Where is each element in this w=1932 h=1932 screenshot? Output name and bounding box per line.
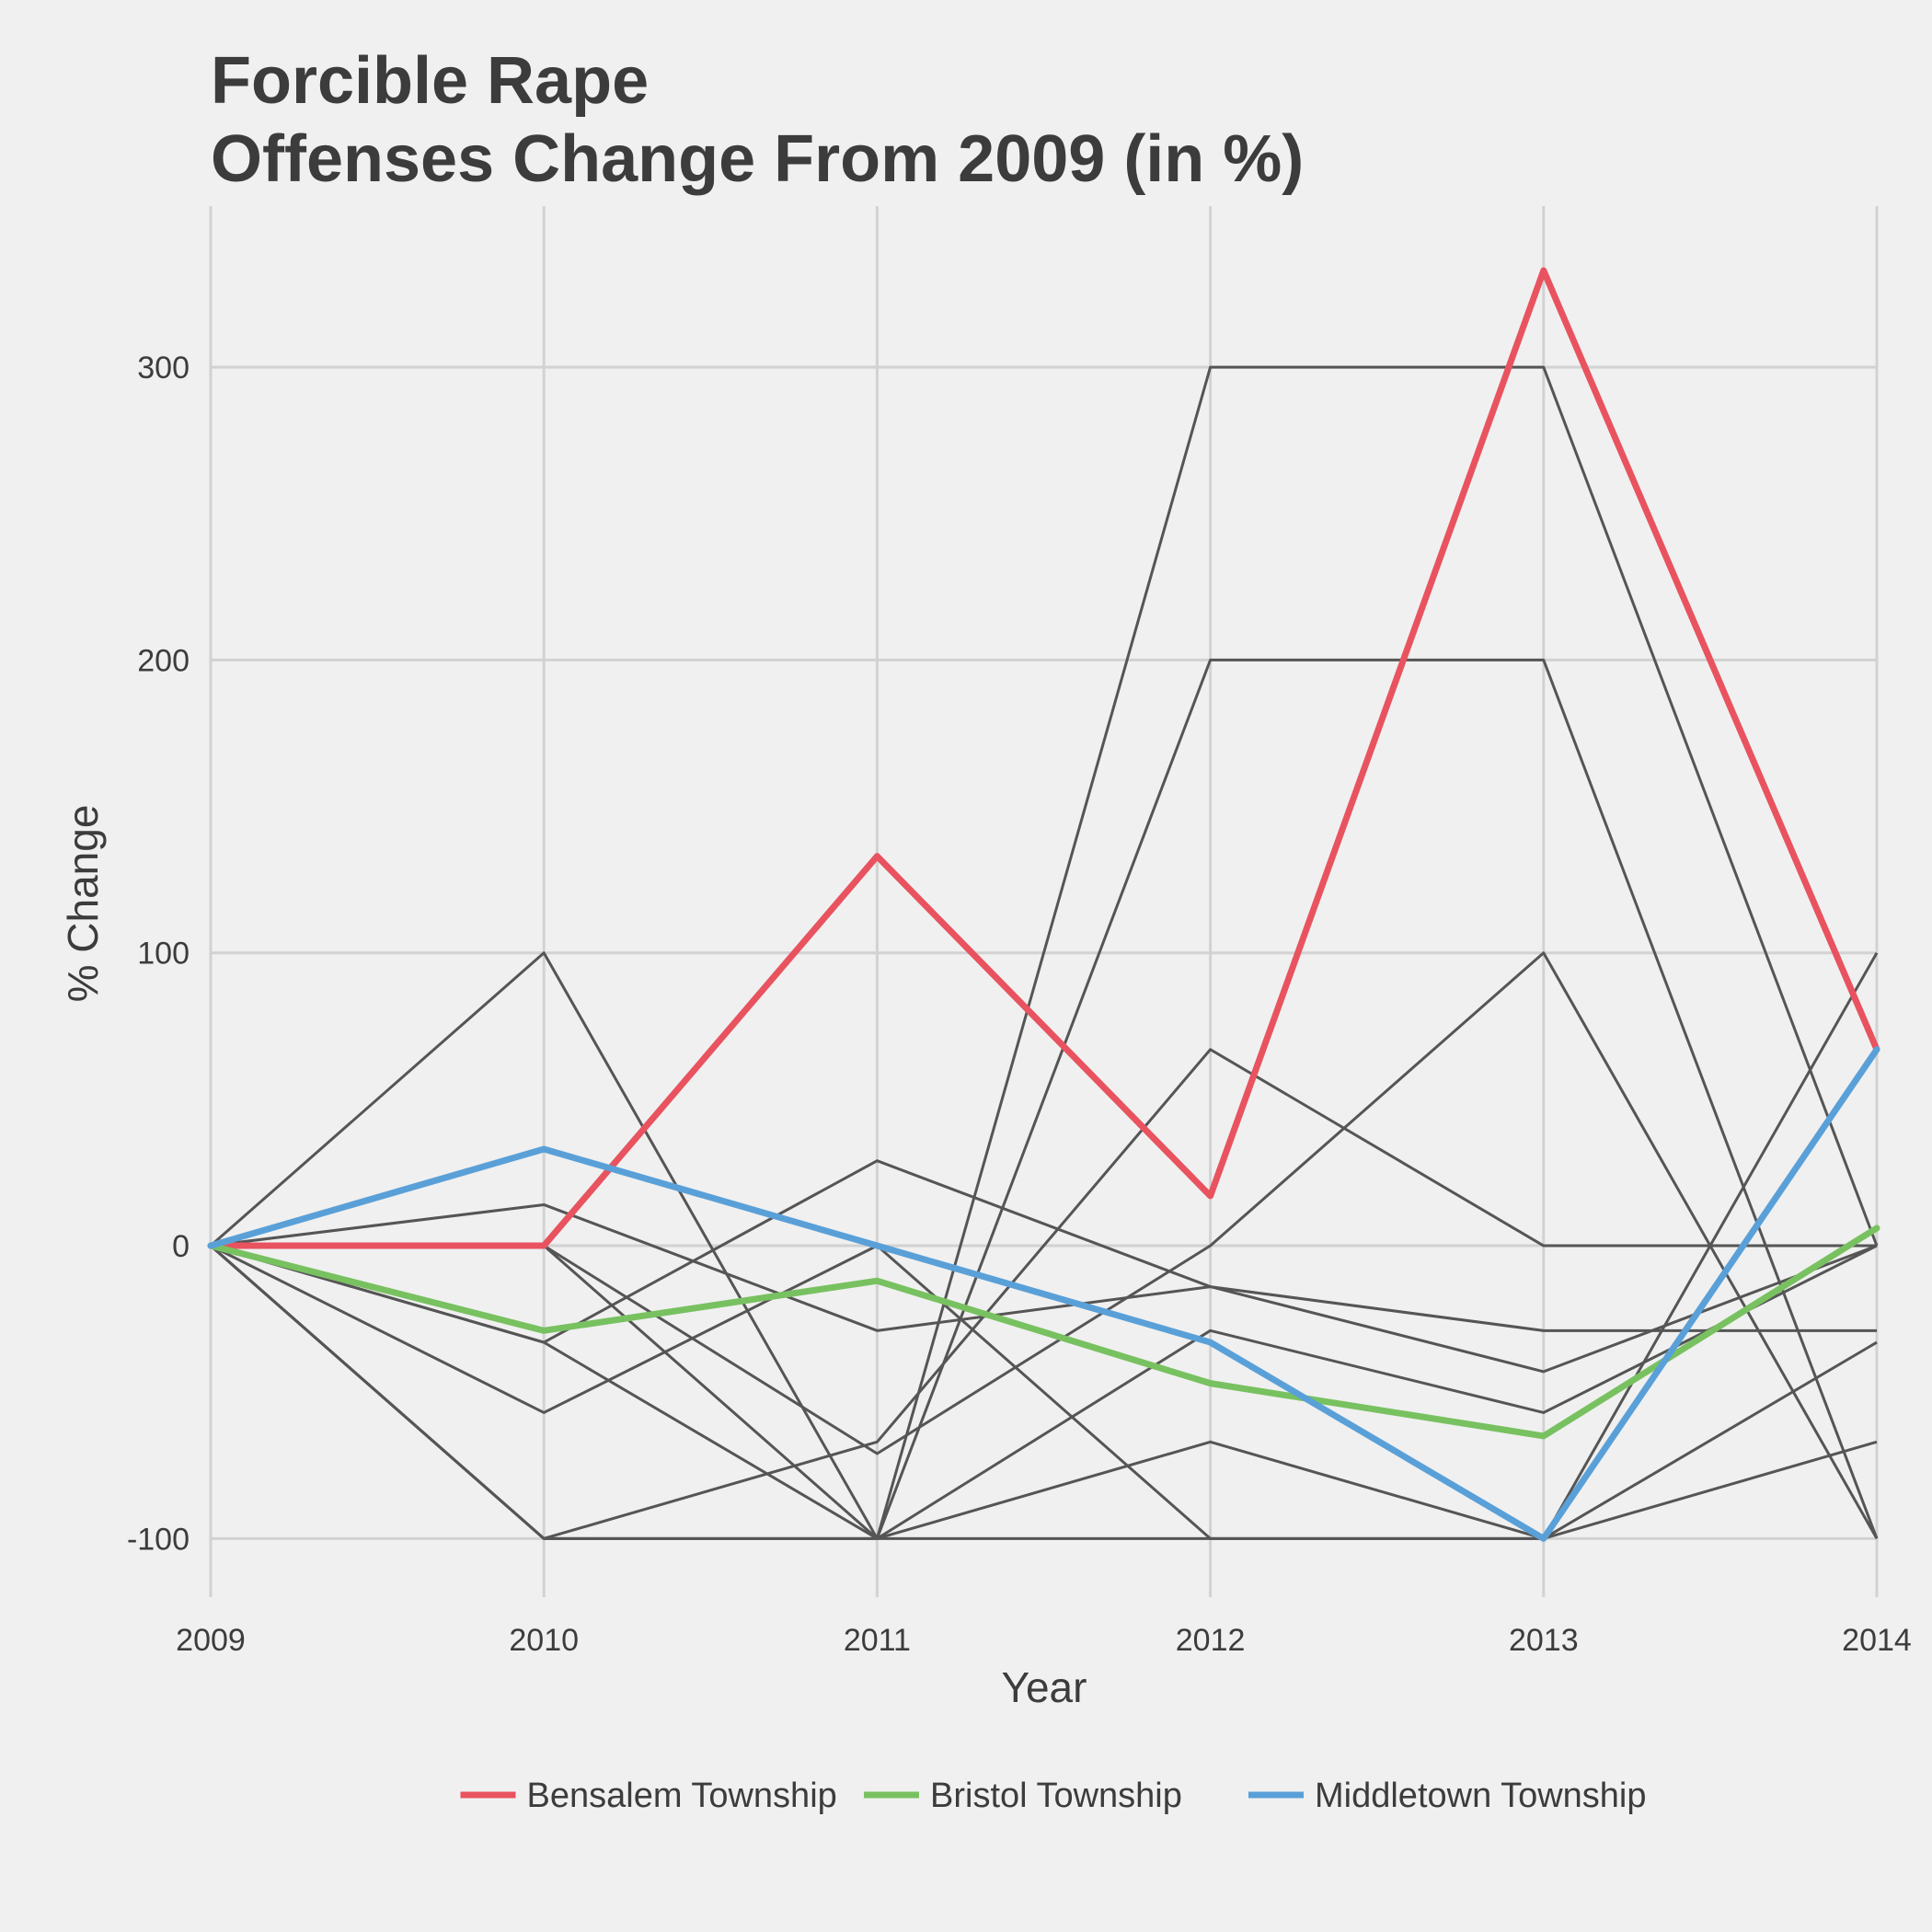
title-line-2: Offenses Change From 2009 (in %) <box>211 122 1304 196</box>
legend-item: Bristol Township <box>864 1777 1182 1815</box>
background-series <box>210 365 1879 1540</box>
legend: Bensalem Township Bristol Township Middlet… <box>460 1777 1647 1815</box>
legend-item: Middletown Township <box>1248 1777 1647 1815</box>
background-series-line <box>210 1244 1878 1540</box>
y-axis-title: % Change <box>59 805 107 1003</box>
background-series-line <box>210 1202 1877 1332</box>
x-tick-label: 2010 <box>509 1623 579 1658</box>
y-tick-label: 300 <box>137 351 190 385</box>
legend-item: Bensalem Township <box>460 1777 837 1815</box>
x-tick-label: 2014 <box>1842 1623 1912 1658</box>
title-line-1: Forcible Rape <box>211 44 649 118</box>
x-tick-label: 2012 <box>1176 1623 1246 1658</box>
y-tick-label: 0 <box>172 1229 190 1264</box>
highlighted-series <box>207 267 1880 1542</box>
y-tick-label: -100 <box>127 1522 190 1557</box>
series-line <box>207 1225 1880 1440</box>
y-tick-label: 100 <box>137 937 190 972</box>
legend-label: Bensalem Township <box>527 1777 837 1815</box>
y-tick-label: 200 <box>137 643 190 678</box>
series-line <box>207 1046 1880 1542</box>
x-axis-title: Year <box>1002 1663 1087 1711</box>
background-series-line <box>210 1244 1878 1540</box>
series-line <box>207 267 1880 1249</box>
chart-title: Forcible Rape Offenses Change From 2009 … <box>211 44 1304 196</box>
x-axis-ticks: 2009 2010 2011 2012 2013 2014 <box>176 1623 1912 1658</box>
legend-label: Middletown Township <box>1315 1777 1647 1815</box>
y-axis-ticks: -100 0 100 200 300 <box>127 351 190 1557</box>
legend-label: Bristol Township <box>930 1777 1182 1815</box>
background-series-line <box>210 1244 1878 1540</box>
x-tick-label: 2013 <box>1509 1623 1579 1658</box>
x-tick-label: 2011 <box>844 1623 911 1658</box>
x-tick-label: 2009 <box>176 1623 246 1658</box>
background-series-line <box>210 951 1879 1540</box>
